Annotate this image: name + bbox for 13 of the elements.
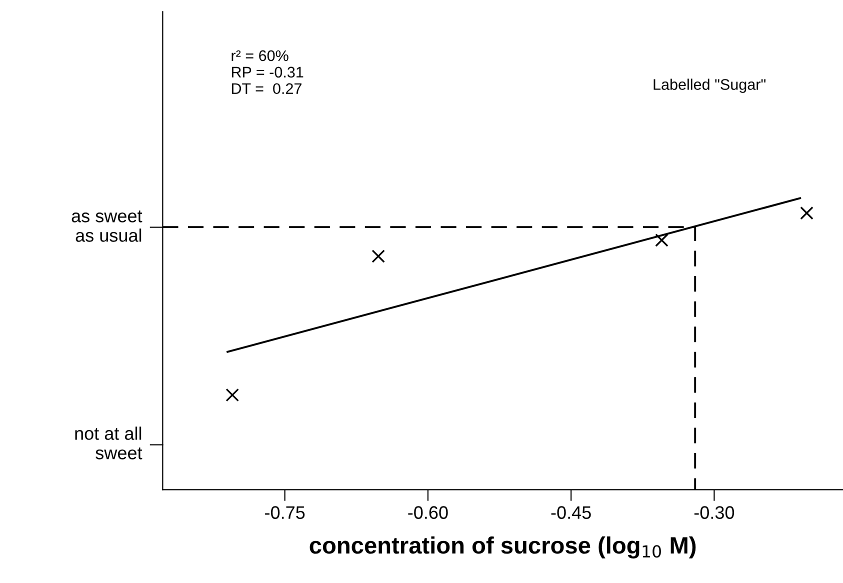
x-tick-label: -0.30	[694, 506, 734, 519]
x-tick-label: -0.60	[408, 506, 448, 519]
point	[372, 250, 385, 263]
x-tick-label: -0.45	[551, 506, 591, 519]
point	[800, 206, 814, 220]
text: r² = 60% RP = -0.31 DT = 0.27	[232, 50, 304, 94]
x-tick-label: -0.75	[265, 506, 305, 519]
point	[655, 234, 668, 247]
point	[226, 388, 239, 402]
x-axis-title: concentration of sucrose (log$_{10}$ M)	[310, 536, 696, 559]
text: as sweet as usual	[72, 210, 142, 242]
text: not at all sweet	[75, 426, 142, 460]
text: Labelled "Sugar"	[654, 78, 766, 93]
